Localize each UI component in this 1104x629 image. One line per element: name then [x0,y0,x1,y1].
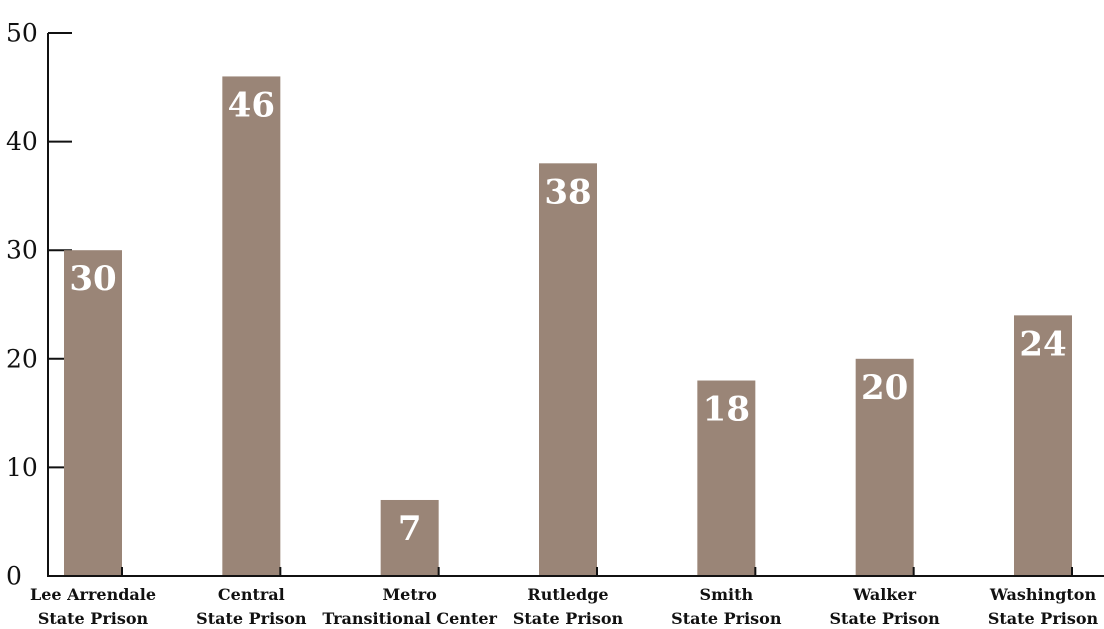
x-tick-label: Smith [700,585,754,604]
y-tick-label: 10 [6,453,38,482]
bar [539,163,597,576]
bar [697,380,756,576]
x-tick-label: Rutledge [527,585,608,604]
y-axis: 0 10 20 30 40 50 [6,19,72,591]
bars: 30 46 7 38 18 20 24 [64,76,1072,576]
bar-value-label: 20 [861,368,908,408]
x-tick-label: Walker [852,585,916,604]
x-tick-label: State Prison [830,609,941,628]
x-tick-label: State Prison [196,609,307,628]
x-tick-label: State Prison [988,609,1099,628]
y-tick-label: 20 [6,344,38,373]
bar [1014,315,1072,576]
y-tick-label: 0 [6,562,22,591]
bar-value-label: 38 [544,172,591,212]
bar [380,499,439,576]
x-tick-label: State Prison [671,609,782,628]
bar-value-label: 30 [69,259,116,299]
bar-value-label: 24 [1019,324,1066,364]
x-tick-label: State Prison [513,609,624,628]
x-tick-label: State Prison [38,609,149,628]
x-tick-label: Lee Arrendale [30,585,156,604]
bar [855,358,914,576]
bar-value-label: 46 [228,85,275,125]
x-tick-label: Central [218,585,285,604]
bar [222,76,281,576]
bar-value-label: 7 [398,509,422,549]
y-tick-label: 40 [6,127,38,156]
y-tick-label: 50 [6,19,38,48]
x-tick-label: Washington [989,585,1097,604]
x-axis: Lee Arrendale State Prison Central State Pr… [30,567,1104,628]
y-tick-label: 30 [6,236,38,265]
x-tick-label: Metro [382,585,437,604]
x-tick-label: Transitional Center [322,609,497,628]
bar-value-label: 18 [703,390,750,430]
bar [64,250,122,576]
